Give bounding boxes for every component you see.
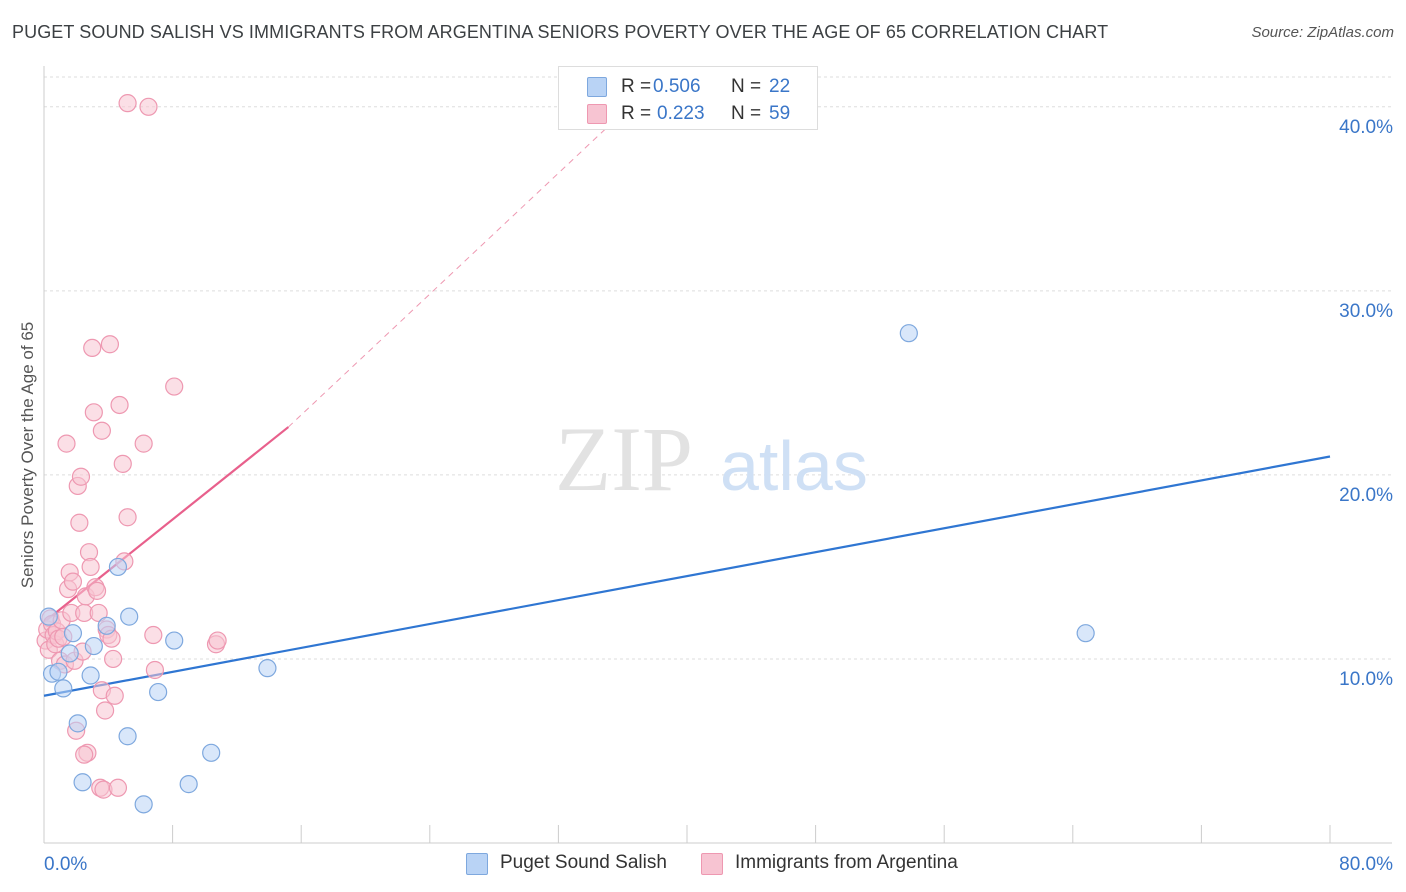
point-puget-sound-salish bbox=[39, 607, 58, 626]
point-puget-sound-salish bbox=[120, 607, 139, 626]
point-puget-sound-salish bbox=[108, 557, 128, 577]
legend-n-label: N = bbox=[731, 76, 762, 97]
legend-swatch-blue bbox=[587, 77, 607, 97]
point-puget-sound-salish bbox=[179, 775, 198, 794]
grid-layer bbox=[44, 76, 1392, 660]
point-argentina bbox=[144, 625, 163, 645]
y-tick-label: 40.0% bbox=[1339, 117, 1393, 138]
point-argentina bbox=[108, 778, 128, 797]
point-argentina bbox=[113, 454, 132, 473]
point-argentina bbox=[118, 94, 137, 113]
point-puget-sound-salish bbox=[899, 324, 918, 343]
y-tick-label: 30.0% bbox=[1339, 301, 1393, 322]
legend-n-value: 22 bbox=[769, 76, 791, 97]
point-argentina bbox=[92, 421, 111, 440]
point-argentina bbox=[83, 338, 102, 358]
point-argentina bbox=[208, 631, 227, 650]
point-puget-sound-salish bbox=[60, 644, 79, 663]
point-puget-sound-salish bbox=[165, 631, 184, 650]
point-puget-sound-salish bbox=[149, 682, 168, 702]
trend-line-puget-sound-salish bbox=[43, 455, 1331, 697]
point-puget-sound-salish bbox=[97, 616, 116, 635]
x-tick-label-max: 80.0% bbox=[1339, 854, 1393, 875]
point-argentina bbox=[75, 745, 94, 764]
y-tick-label: 20.0% bbox=[1339, 485, 1393, 506]
legend-r-label: R = bbox=[621, 103, 652, 124]
point-puget-sound-salish bbox=[134, 795, 153, 814]
point-puget-sound-salish bbox=[68, 714, 87, 733]
point-argentina bbox=[95, 701, 115, 720]
bottom-legend-label: Puget Sound Salish bbox=[500, 852, 667, 873]
chart-title: PUGET SOUND SALISH VS IMMIGRANTS FROM AR… bbox=[12, 22, 1109, 42]
point-argentina bbox=[70, 513, 89, 532]
point-argentina bbox=[63, 572, 83, 591]
point-argentina bbox=[89, 603, 108, 623]
legend-r-label: R = bbox=[621, 76, 652, 97]
trend-line-argentina-extension bbox=[287, 97, 640, 428]
source-label: Source: ZipAtlas.com bbox=[1251, 24, 1394, 41]
point-argentina bbox=[145, 660, 165, 680]
watermark-atlas: atlas bbox=[720, 427, 868, 505]
legend-swatch-pink bbox=[587, 104, 607, 124]
axis-layer bbox=[43, 66, 1392, 844]
watermark-zip: ZIP bbox=[555, 408, 693, 510]
point-argentina bbox=[87, 581, 107, 600]
point-argentina bbox=[84, 403, 103, 422]
point-argentina bbox=[81, 557, 100, 577]
point-puget-sound-salish bbox=[63, 624, 83, 643]
point-puget-sound-salish bbox=[54, 679, 73, 698]
point-puget-sound-salish bbox=[84, 636, 103, 656]
trend-lines bbox=[43, 97, 1331, 697]
point-argentina bbox=[71, 467, 91, 486]
point-argentina bbox=[105, 686, 124, 705]
point-puget-sound-salish bbox=[73, 773, 92, 792]
point-puget-sound-salish bbox=[202, 743, 221, 762]
correlation-legend: R = 0.506 N = 22 R = 0.223 N = 59 bbox=[558, 66, 818, 130]
legend-n-value: 59 bbox=[769, 103, 791, 124]
point-puget-sound-salish bbox=[81, 666, 100, 685]
legend-n-label: N = bbox=[731, 103, 762, 124]
point-argentina bbox=[110, 395, 129, 415]
watermark: ZIP atlas bbox=[555, 408, 868, 510]
bottom-legend-label: Immigrants from Argentina bbox=[735, 852, 958, 873]
point-puget-sound-salish bbox=[49, 662, 68, 681]
tick-labels: 10.0% 20.0% 30.0% 40.0% 0.0% 80.0% bbox=[44, 117, 1393, 875]
point-puget-sound-salish bbox=[118, 727, 137, 746]
point-argentina bbox=[139, 97, 158, 116]
bottom-legend-swatch-pink bbox=[701, 853, 723, 875]
point-argentina bbox=[134, 434, 153, 453]
point-argentina bbox=[118, 508, 137, 527]
point-puget-sound-salish bbox=[258, 659, 277, 678]
point-argentina bbox=[57, 434, 76, 453]
data-points bbox=[36, 94, 1095, 814]
y-tick-label: 10.0% bbox=[1339, 669, 1393, 690]
legend-r-value: 0.223 bbox=[657, 103, 705, 124]
bottom-legend-swatch-blue bbox=[466, 853, 488, 875]
point-argentina bbox=[100, 335, 120, 354]
point-puget-sound-salish bbox=[1076, 624, 1095, 643]
point-argentina bbox=[104, 649, 123, 669]
point-argentina bbox=[165, 377, 184, 396]
x-tick-label-min: 0.0% bbox=[44, 854, 87, 875]
legend-r-value: 0.506 bbox=[653, 76, 701, 97]
